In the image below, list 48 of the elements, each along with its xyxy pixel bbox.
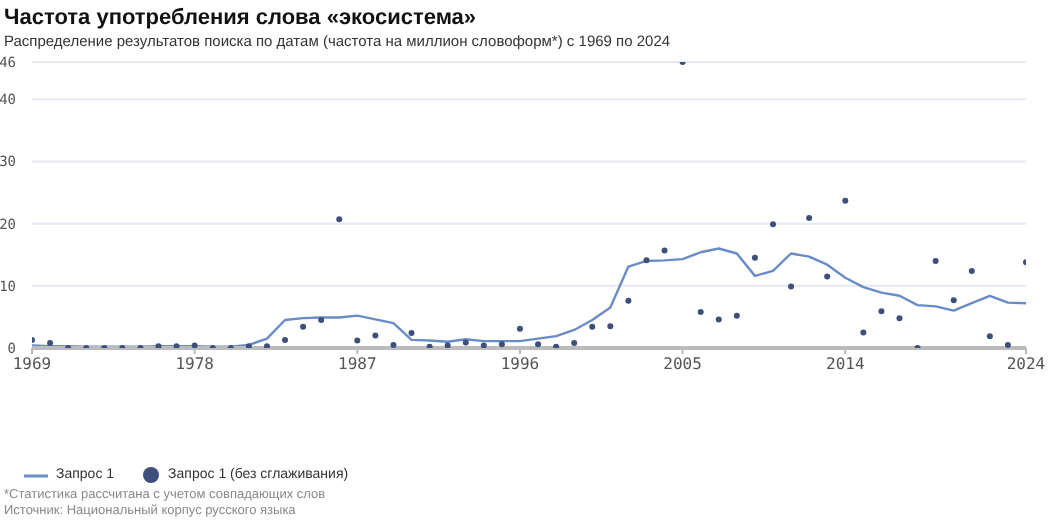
point bbox=[950, 297, 957, 304]
x-tick-label: 1969 bbox=[12, 355, 52, 374]
point bbox=[751, 254, 758, 261]
point bbox=[372, 332, 379, 339]
point bbox=[191, 342, 198, 348]
point bbox=[480, 342, 487, 348]
point bbox=[860, 329, 867, 336]
point bbox=[318, 317, 325, 324]
point bbox=[932, 257, 939, 264]
point bbox=[408, 330, 415, 337]
point bbox=[444, 342, 451, 348]
point bbox=[1004, 341, 1011, 348]
chart-title: Частота употребления слова «экосистема» bbox=[2, 4, 479, 30]
point bbox=[842, 197, 849, 204]
point bbox=[462, 339, 469, 346]
line-series bbox=[32, 247, 1026, 348]
point bbox=[769, 221, 776, 228]
point bbox=[300, 323, 307, 330]
point bbox=[535, 341, 542, 348]
x-tick-label: 1987 bbox=[338, 355, 377, 374]
x-tick-label: 1996 bbox=[500, 355, 540, 374]
point bbox=[589, 323, 596, 330]
point bbox=[788, 283, 795, 290]
x-tick-label: 2014 bbox=[826, 355, 865, 374]
x-tick-label: 2005 bbox=[663, 355, 703, 374]
point bbox=[878, 308, 885, 315]
x-tick-label: 2024 bbox=[1006, 355, 1046, 374]
point bbox=[47, 340, 54, 347]
point bbox=[643, 257, 650, 264]
point bbox=[390, 341, 397, 348]
point bbox=[715, 316, 722, 323]
point bbox=[336, 216, 343, 223]
point bbox=[607, 323, 614, 330]
point bbox=[571, 340, 578, 347]
point bbox=[661, 247, 668, 254]
point bbox=[733, 312, 740, 319]
x-tick-label: 1978 bbox=[175, 355, 215, 374]
point bbox=[697, 308, 704, 315]
point bbox=[354, 337, 361, 344]
point bbox=[824, 273, 831, 280]
point bbox=[498, 341, 505, 348]
point bbox=[516, 325, 523, 332]
point bbox=[282, 336, 289, 343]
point bbox=[968, 267, 975, 274]
point bbox=[986, 333, 993, 340]
point bbox=[896, 315, 903, 322]
point bbox=[625, 297, 632, 304]
point bbox=[806, 215, 813, 222]
